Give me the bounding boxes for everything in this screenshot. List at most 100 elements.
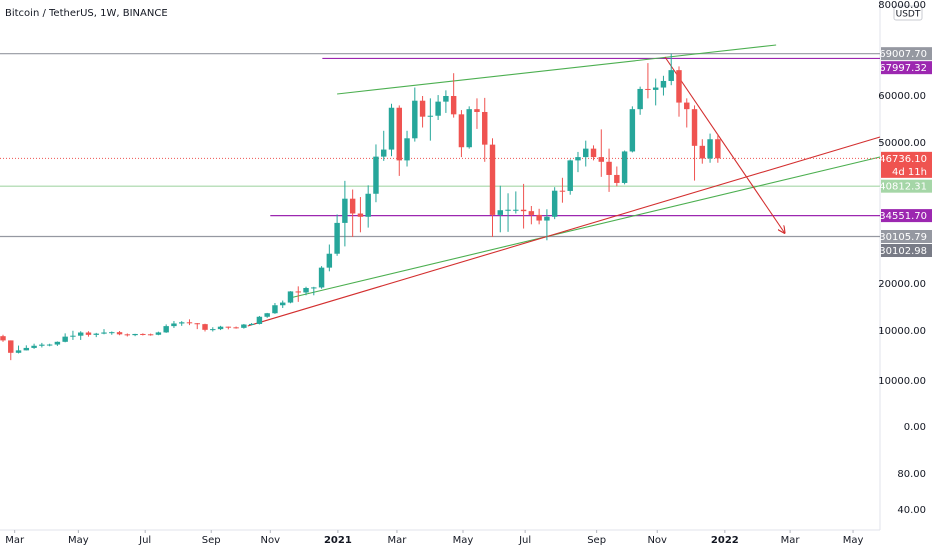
candle-body [54,341,61,345]
candle-body [652,87,659,90]
candle-body [536,214,542,221]
candle-body [412,100,418,139]
candle-body [637,88,643,110]
candle-body [39,344,45,346]
candle-body [567,160,573,191]
candle-body [163,326,169,333]
x-tick-label: Jul [138,535,151,546]
candle-body [598,157,605,162]
price-label-box [881,209,932,223]
candle-body [334,222,340,254]
x-tick-label: Jul [518,535,531,546]
candle-body [62,336,68,342]
candle-body [621,151,628,183]
y-tick-label: 20000.00 [878,279,926,290]
price-label: 34551.70 [879,211,927,222]
candle-body [466,109,472,148]
candle-body [202,324,208,330]
candle-body [357,213,364,217]
candle-body [116,332,123,335]
candle-body [194,323,200,325]
candle-body [684,102,690,110]
y-tick-label: 10000.00 [878,326,926,337]
candle-body [342,198,348,223]
candle-body [606,161,612,175]
candle-body [93,333,99,335]
candle-body [326,253,333,268]
candle-body [210,329,216,331]
candle-body [427,115,434,117]
candle-body [443,96,449,102]
y-scale-label: 80.00 [897,469,926,480]
candle-body [707,139,713,159]
candle-body [287,291,294,303]
candle-body [668,70,674,81]
candle-body [233,327,239,329]
candle-body [217,326,224,330]
candle-body [178,322,185,324]
candle-body [373,156,379,194]
candle-body [691,109,698,146]
candle-body [264,313,270,317]
countdown: 4d 11h [892,167,927,178]
candle-body [715,139,721,159]
chart-title: Bitcoin / TetherUS, 1W, BINANCE [5,8,168,19]
price-label: 46736.10 [879,154,927,165]
candle-body [645,88,651,90]
candle-body [458,114,465,148]
candle-body [85,332,92,335]
price-label: 30102.98 [879,246,927,257]
y-scale-label: 40.00 [897,505,926,516]
candle-body [497,210,503,215]
candle-body [676,70,682,103]
x-tick-label: May [453,535,474,546]
x-tick-label: Mar [781,535,801,546]
candle-body [489,144,496,215]
candle-body [311,287,317,289]
candle-body [186,322,193,324]
candle-body [318,267,325,288]
x-tick-label: Nov [261,535,281,546]
candle-body [528,211,535,215]
candle-body [559,190,566,192]
candle-body [629,109,636,152]
candle-body [365,193,371,217]
candle-body [15,350,22,353]
trend-line [337,44,777,95]
candle-body [349,198,356,214]
x-tick-label: Mar [5,535,25,546]
candle-body [77,332,84,336]
price-label: 40812.31 [879,182,927,193]
candle-body [225,326,232,328]
candle-body [474,109,480,112]
candle-body [23,347,30,351]
candle-body [435,101,441,116]
candle-body [140,333,146,335]
candle-body [513,209,519,211]
candle-body [124,334,131,336]
candle-body [248,323,255,325]
currency: USDT [896,10,921,20]
candle-body [575,157,581,161]
candle-body [70,335,76,337]
candle-body [583,148,589,158]
price-label-box [881,244,932,258]
x-tick-label: 2022 [711,535,739,546]
candle-body [388,107,395,150]
price-label-box [881,61,932,75]
trend-line [664,56,785,233]
candle-body [660,80,667,88]
candle-body [31,345,37,348]
candle-body [241,324,247,328]
candle-body [155,332,162,335]
candle-body [132,333,138,336]
x-tick-label: 2021 [324,535,352,546]
x-tick-label: Nov [647,535,667,546]
candle-body [0,336,6,341]
y-scale-label: 0.00 [904,422,926,433]
price-label-box [881,151,932,178]
candle-body [544,216,550,221]
y-tick-label: 80000.00 [878,0,926,11]
candle-body [109,332,115,334]
